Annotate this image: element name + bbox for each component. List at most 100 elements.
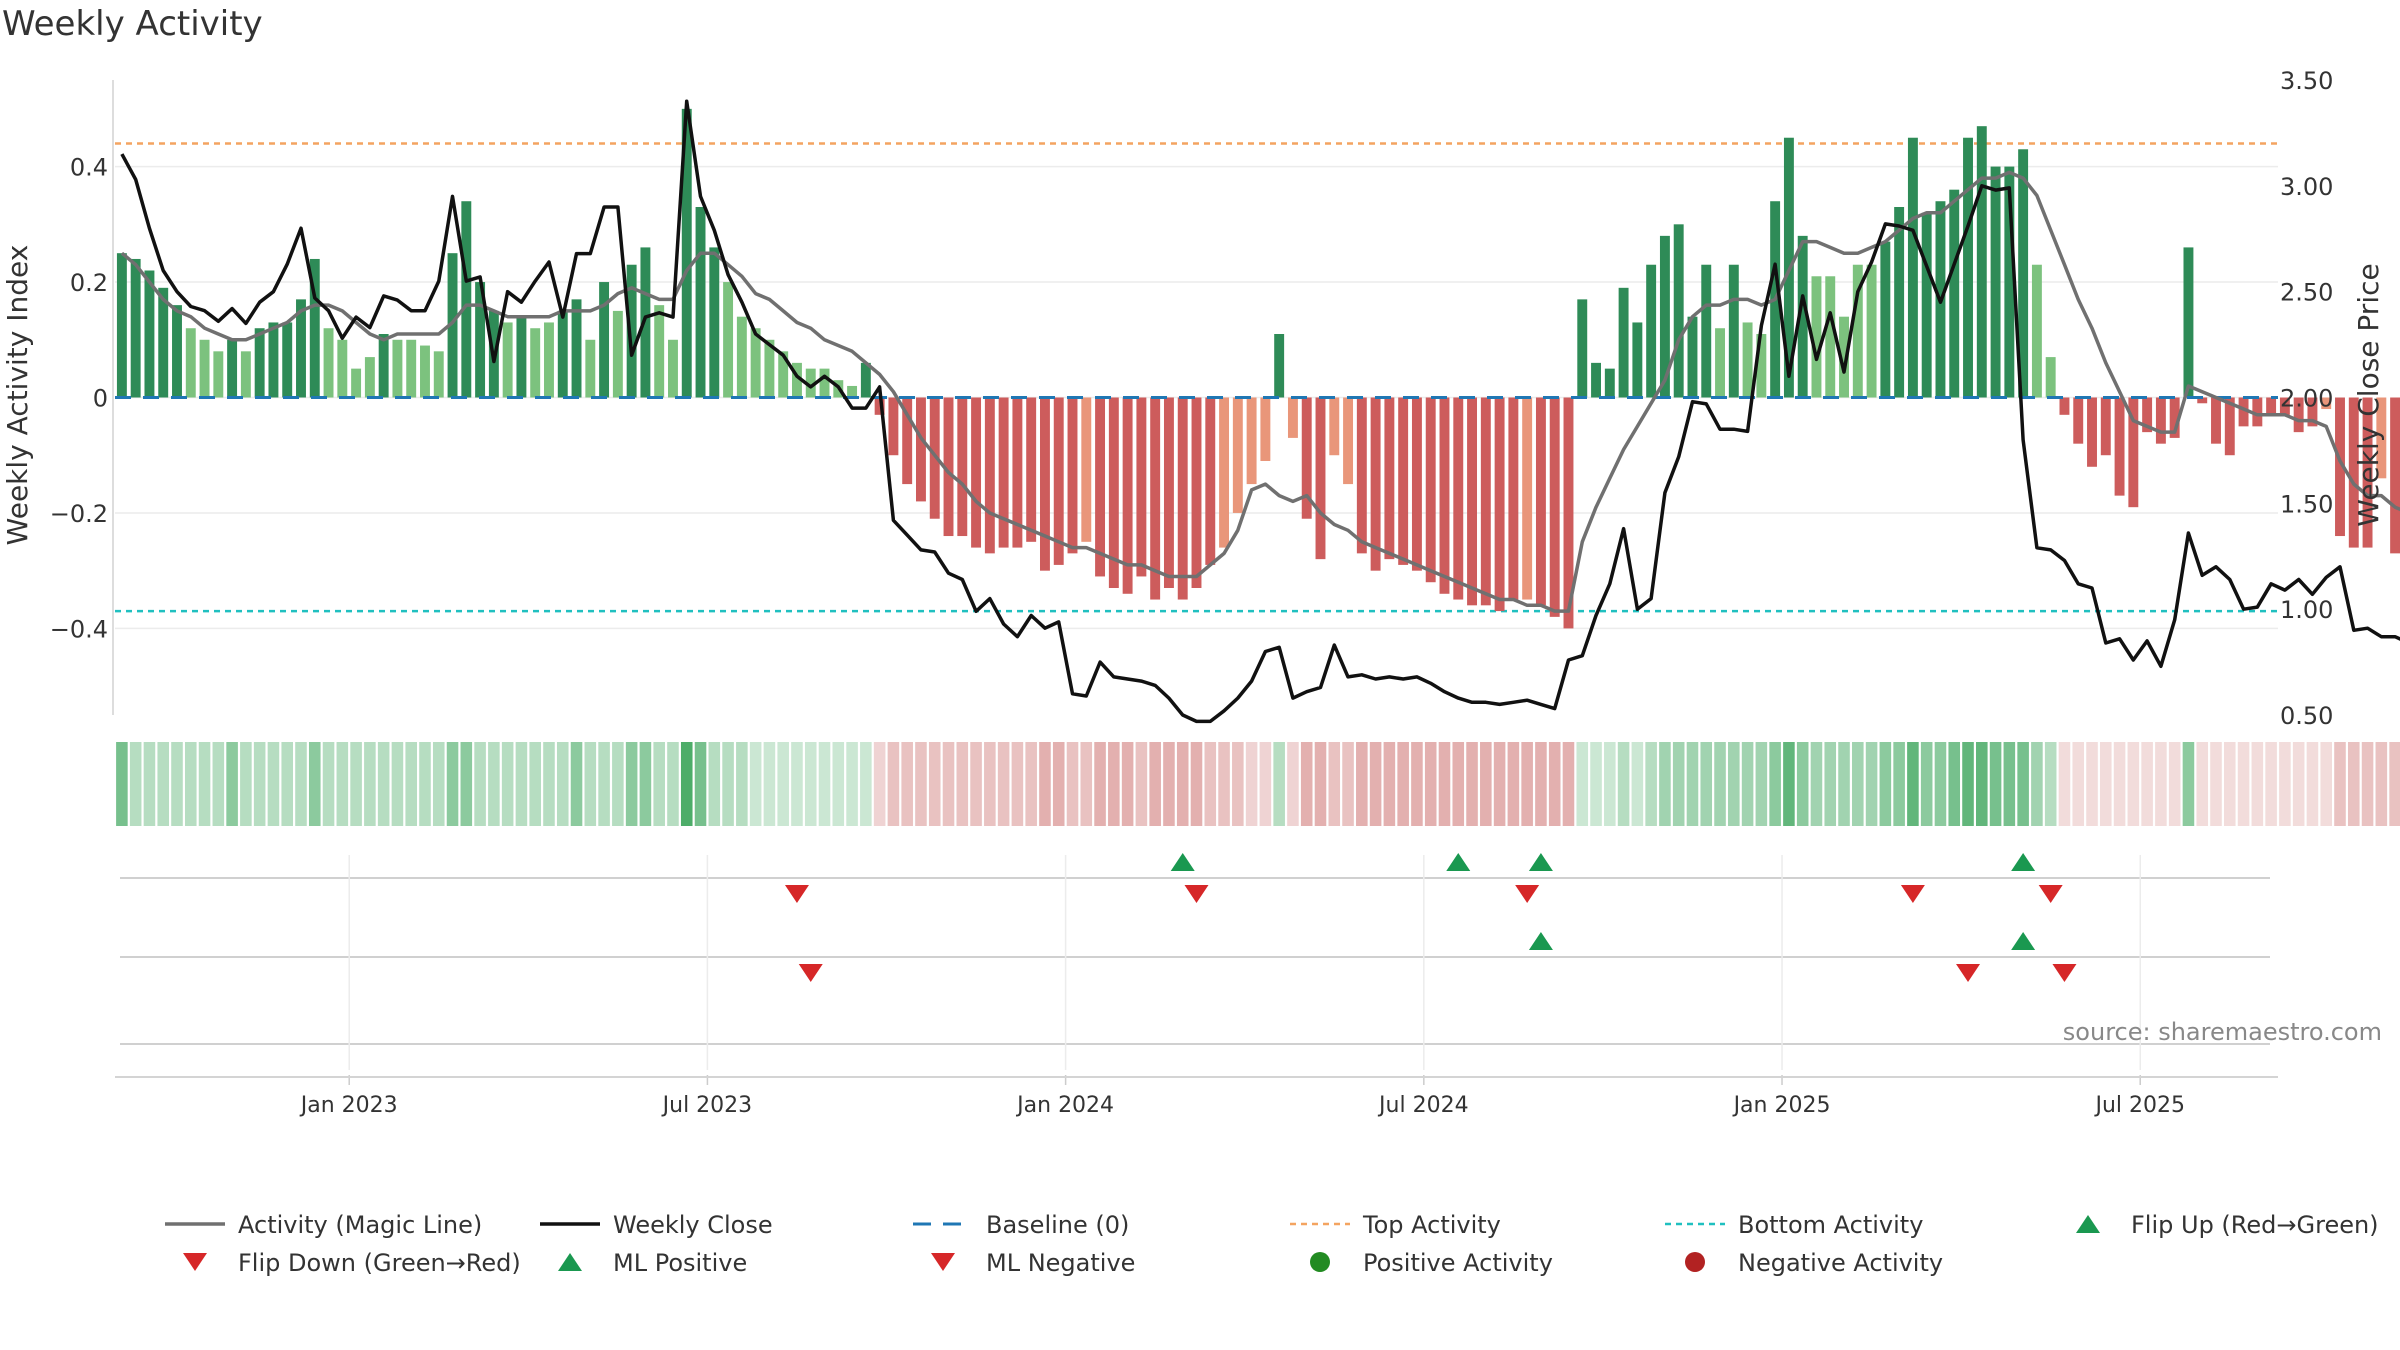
- activity-bar: [1343, 397, 1354, 485]
- ribbon-cell: [1824, 742, 1837, 826]
- activity-bar: [172, 305, 182, 398]
- activity-bar: [2279, 397, 2290, 415]
- ribbon-cell: [2237, 742, 2250, 826]
- y-left-axis-title: Weekly Activity Index: [1, 245, 34, 546]
- ribbon-cell: [2044, 742, 2057, 826]
- ribbon-cell: [639, 742, 652, 826]
- flip-down-marker: [1515, 885, 1540, 903]
- ribbon-cell: [1232, 742, 1244, 826]
- activity-bar: [847, 385, 858, 398]
- activity-bar: [1411, 397, 1422, 571]
- legend-item-mlpos: ML Positive: [558, 1249, 747, 1277]
- flip-down-marker: [2038, 885, 2063, 903]
- activity-bar: [1742, 322, 1753, 398]
- y-left-tick-label: 0.4: [70, 154, 108, 182]
- ribbon-cell: [488, 742, 500, 826]
- activity-bar: [998, 397, 1009, 548]
- ribbon-cell: [1865, 742, 1878, 826]
- activity-bar: [681, 108, 692, 398]
- ribbon-cell: [171, 742, 183, 826]
- ribbon-cell: [625, 742, 638, 826]
- activity-bar: [1549, 397, 1560, 617]
- activity-bar: [723, 282, 734, 398]
- activity-bar: [158, 287, 169, 398]
- ribbon-cell: [1521, 742, 1533, 826]
- activity-bar: [1122, 397, 1133, 594]
- activity-bar: [2045, 357, 2056, 398]
- flip-up-marker: [1528, 853, 1553, 871]
- ribbon-cell: [212, 742, 225, 826]
- ribbon-cell: [1466, 742, 1478, 826]
- activity-bar: [929, 397, 940, 519]
- activity-bar: [227, 339, 238, 398]
- ribbon-cell: [2100, 742, 2112, 826]
- ribbon-cell: [2279, 742, 2291, 826]
- ribbon-cell: [1714, 742, 1726, 826]
- legend-label: Bottom Activity: [1738, 1211, 1923, 1239]
- ribbon-cell: [1934, 742, 1947, 826]
- activity-bar: [1632, 322, 1643, 398]
- activity-bar: [2004, 166, 2015, 398]
- activity-bar: [1604, 368, 1615, 398]
- x-tick-label: Jul 2025: [2093, 1093, 2185, 1118]
- ribbon-cell: [1314, 742, 1327, 826]
- ribbon-cell: [1259, 742, 1272, 826]
- ribbon-cell: [1108, 742, 1120, 826]
- activity-bar: [1577, 299, 1588, 398]
- activity-bar: [502, 322, 513, 398]
- activity-bar: [1453, 397, 1464, 600]
- ribbon-cell: [694, 742, 707, 826]
- activity-bar: [971, 397, 982, 548]
- activity-bar: [668, 339, 678, 398]
- activity-bar: [1715, 328, 1725, 398]
- ribbon-cell: [667, 742, 679, 826]
- flip-down-marker: [784, 885, 809, 903]
- legend-label: Activity (Magic Line): [238, 1211, 482, 1239]
- activity-bar: [1039, 397, 1050, 571]
- legend-label: Weekly Close: [613, 1211, 773, 1239]
- activity-bar: [1191, 397, 1202, 588]
- ribbon-cell: [129, 742, 142, 826]
- ribbon-cell: [2251, 742, 2264, 826]
- ribbon-cell: [653, 742, 665, 826]
- activity-bar: [2169, 397, 2180, 438]
- ribbon-cell: [322, 742, 335, 826]
- ribbon-cell: [1810, 742, 1823, 826]
- ribbon-cell: [708, 742, 721, 826]
- ribbon-cell: [2168, 742, 2181, 826]
- activity-bars: [116, 108, 2400, 629]
- ribbon-cell: [997, 742, 1010, 826]
- ribbon-cell: [722, 742, 734, 826]
- ml-positive-marker: [2011, 932, 2036, 950]
- ribbon-cell: [1769, 742, 1781, 826]
- activity-bar: [1439, 397, 1450, 594]
- ribbon-cell: [832, 742, 845, 826]
- ribbon-cell: [1025, 742, 1037, 826]
- activity-bar: [2335, 397, 2345, 537]
- ribbon-cell: [2196, 742, 2209, 826]
- ribbon-cell: [350, 742, 362, 826]
- ribbon-cell: [1783, 742, 1795, 826]
- activity-bar: [1232, 397, 1243, 513]
- legend-item-bottom: Bottom Activity: [1665, 1211, 1923, 1239]
- legend-label: ML Positive: [613, 1249, 747, 1277]
- ribbon-cell: [2223, 742, 2236, 826]
- activity-bar: [309, 258, 320, 398]
- ribbon-cell: [391, 742, 404, 826]
- ribbon-cell: [887, 742, 900, 826]
- ribbon-cell: [556, 742, 569, 826]
- ribbon-cell: [984, 742, 996, 826]
- activity-bar: [2293, 397, 2304, 433]
- activity-bar: [1894, 207, 1905, 398]
- ribbon-cell: [1838, 742, 1850, 826]
- ribbon-cell: [1604, 742, 1616, 826]
- activity-bar: [888, 397, 899, 456]
- ribbon-cell: [157, 742, 170, 826]
- activity-bar: [1246, 397, 1257, 485]
- reference-lines: [115, 142, 2278, 613]
- activity-bar: [2266, 397, 2277, 415]
- activity-bar: [144, 270, 155, 398]
- ribbon-cell: [1728, 742, 1740, 826]
- ribbon-cell: [1755, 742, 1768, 826]
- ribbon-cell: [860, 742, 872, 826]
